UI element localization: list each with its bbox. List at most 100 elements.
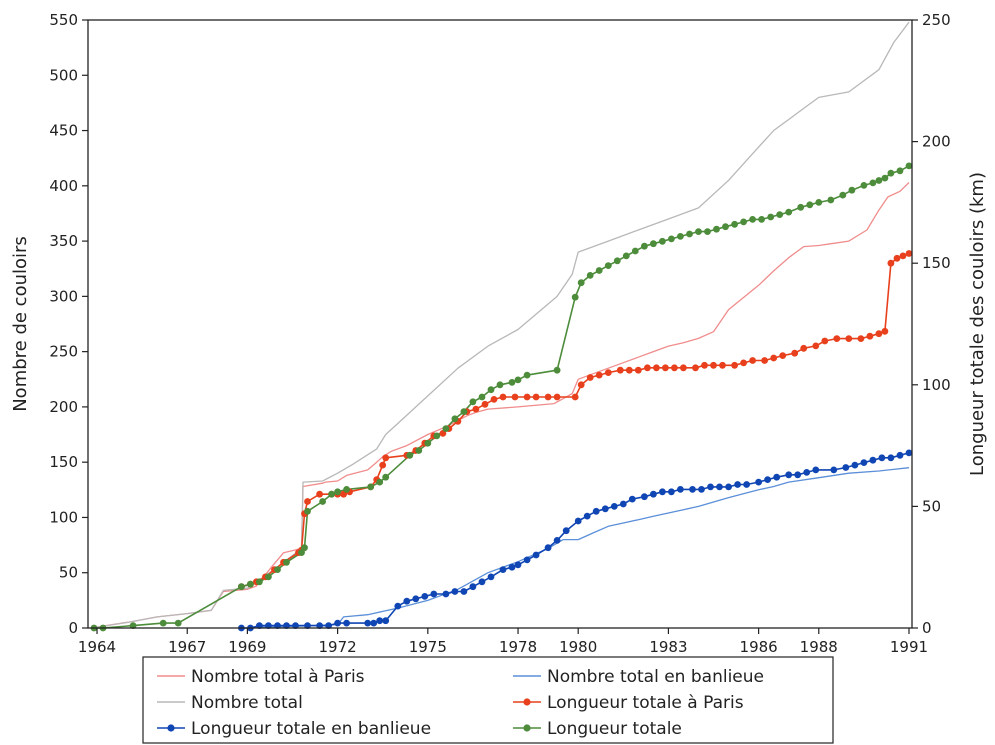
data-point-longueur-totale-en-banlieue <box>812 466 820 474</box>
y-tick-label: 350 <box>49 232 78 250</box>
data-point-longueur-totale-a-paris <box>625 366 633 374</box>
data-point-longueur-totale <box>776 211 784 219</box>
data-point-longueur-totale <box>896 167 904 175</box>
data-point-longueur-totale-en-banlieue <box>451 588 459 595</box>
data-point-longueur-totale <box>496 381 504 389</box>
data-point-longueur-totale <box>319 498 326 505</box>
data-point-longueur-totale <box>129 622 137 629</box>
data-point-longueur-totale-en-banlieue <box>689 486 696 493</box>
data-point-longueur-totale <box>274 566 281 573</box>
x-tick-label: 1964 <box>78 638 116 656</box>
data-point-longueur-totale-en-banlieue <box>628 495 636 503</box>
data-point-longueur-totale <box>881 174 889 182</box>
data-point-longueur-totale-en-banlieue <box>376 617 384 625</box>
legend-item-longueur-totale: Longueur totale <box>513 719 682 739</box>
data-point-longueur-totale <box>839 191 847 199</box>
data-point-longueur-totale-a-paris <box>644 364 651 372</box>
data-point-longueur-totale-a-paris <box>719 361 726 369</box>
data-point-longueur-totale <box>298 549 305 556</box>
data-point-longueur-totale-en-banlieue <box>421 593 429 600</box>
data-point-longueur-totale-en-banlieue <box>442 590 450 598</box>
data-point-longueur-totale-a-paris <box>791 349 799 357</box>
data-point-longueur-totale-a-paris <box>866 332 874 340</box>
data-point-longueur-totale <box>451 415 459 423</box>
data-point-longueur-totale-en-banlieue <box>334 619 341 627</box>
data-point-longueur-totale-en-banlieue <box>469 583 477 591</box>
data-point-longueur-totale-en-banlieue <box>412 595 420 603</box>
data-point-longueur-totale-a-paris <box>490 396 498 403</box>
data-point-longueur-totale-a-paris <box>857 335 865 342</box>
data-point-longueur-totale <box>174 619 182 627</box>
data-point-longueur-totale-a-paris <box>701 361 708 369</box>
data-point-longueur-totale-en-banlieue <box>851 461 859 469</box>
data-point-longueur-totale <box>848 186 856 194</box>
legend-label: Longueur totale <box>547 719 682 739</box>
data-point-longueur-totale-en-banlieue <box>487 573 495 581</box>
data-point-longueur-totale <box>827 196 835 204</box>
data-point-longueur-totale <box>797 203 805 211</box>
data-point-longueur-totale-a-paris <box>899 252 907 260</box>
data-point-longueur-totale-a-paris <box>893 254 901 262</box>
data-point-longueur-totale-en-banlieue <box>343 619 350 627</box>
data-point-longueur-totale-en-banlieue <box>734 481 741 488</box>
data-point-longueur-totale <box>668 235 675 243</box>
legend-marker <box>167 724 175 732</box>
data-point-longueur-totale-a-paris <box>845 335 853 342</box>
y-tick-label: 400 <box>49 177 78 195</box>
legend-label: Nombre total à Paris <box>191 667 365 687</box>
data-point-longueur-totale <box>304 507 311 515</box>
data-point-longueur-totale <box>806 201 814 209</box>
data-point-longueur-totale-a-paris <box>511 393 519 401</box>
data-point-longueur-totale <box>869 179 877 187</box>
y-tick-label: 450 <box>49 122 78 140</box>
y2-tick-label: 250 <box>922 11 951 29</box>
data-point-longueur-totale-en-banlieue <box>610 503 618 510</box>
plot-frame <box>87 19 913 629</box>
data-point-longueur-totale-a-paris <box>577 381 585 389</box>
data-point-longueur-totale-en-banlieue <box>842 464 850 471</box>
data-point-longueur-totale-en-banlieue <box>725 483 732 491</box>
data-point-longueur-totale-en-banlieue <box>677 486 684 493</box>
data-point-longueur-totale-a-paris <box>905 250 913 257</box>
data-point-longueur-totale-en-banlieue <box>256 622 263 629</box>
data-point-longueur-totale-en-banlieue <box>878 454 886 462</box>
data-point-longueur-totale-a-paris <box>553 393 561 401</box>
data-point-longueur-totale <box>508 379 516 386</box>
data-point-longueur-totale <box>415 447 423 454</box>
data-point-longueur-totale-en-banlieue <box>830 466 838 474</box>
data-point-longueur-totale <box>767 213 775 221</box>
data-point-longueur-totale-en-banlieue <box>265 622 272 629</box>
data-point-longueur-totale-a-paris <box>749 357 756 364</box>
data-point-longueur-totale-a-paris <box>833 335 841 342</box>
y-tick-label: 550 <box>49 11 78 29</box>
data-point-longueur-totale <box>406 451 414 459</box>
data-point-longueur-totale <box>659 237 666 245</box>
data-point-longueur-totale <box>875 177 883 184</box>
data-point-longueur-totale-en-banlieue <box>896 451 904 459</box>
data-point-longueur-totale-en-banlieue <box>292 622 299 629</box>
data-point-longueur-totale-en-banlieue <box>499 566 507 573</box>
data-point-longueur-totale-a-paris <box>499 393 507 401</box>
y2-tick-label: 50 <box>922 497 941 515</box>
x-tick-label: 1978 <box>499 638 537 656</box>
data-point-longueur-totale-en-banlieue <box>283 622 290 629</box>
y-tick-label: 500 <box>49 66 78 84</box>
data-point-longueur-totale <box>749 216 756 223</box>
series-line-longueur-totale-a-paris <box>241 252 910 588</box>
data-point-longueur-totale <box>785 208 793 216</box>
data-point-longueur-totale-en-banlieue <box>574 517 582 525</box>
legend-label: Nombre total <box>191 693 303 713</box>
series-line-longueur-totale-en-banlieue <box>241 452 910 629</box>
data-point-longueur-totale-en-banlieue <box>532 551 540 559</box>
y-axis-ticks: 0 50 100 150 200 250 300 350 400 450 500 550 <box>49 11 88 637</box>
x-tick-label: 1975 <box>409 638 447 656</box>
y-tick-label: 100 <box>49 508 78 526</box>
data-point-longueur-totale-a-paris <box>821 337 829 345</box>
data-point-longueur-totale <box>334 488 341 496</box>
data-point-longueur-totale <box>641 242 648 250</box>
data-point-longueur-totale <box>553 366 561 374</box>
data-point-longueur-totale-en-banlieue <box>716 483 723 491</box>
y2-tick-label: 0 <box>922 619 932 637</box>
data-point-longueur-totale-a-paris <box>382 454 390 462</box>
